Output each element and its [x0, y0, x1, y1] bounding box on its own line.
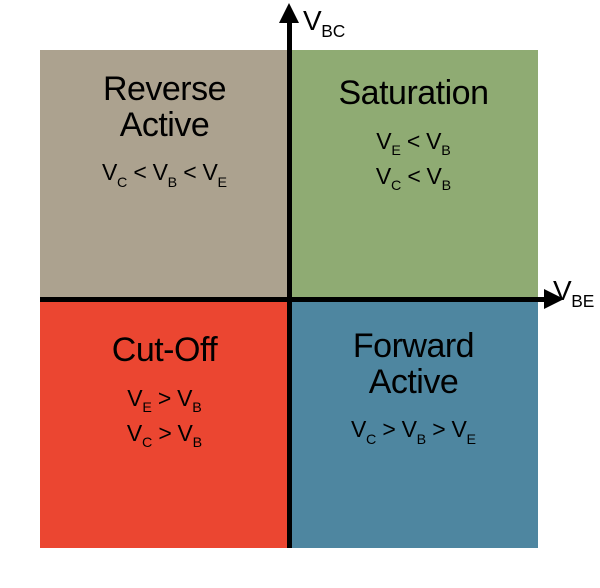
- x-axis-label-sub: BE: [571, 291, 594, 311]
- x-axis-line: [40, 297, 552, 302]
- quadrant-saturation: Saturation VE < VBVC < VB: [289, 50, 538, 299]
- quadrant-reverse-active: ReverseActive VC < VB < VE: [40, 50, 289, 299]
- quadrant-relations: VC < VB < VE: [102, 157, 227, 192]
- quadrant-title: Saturation: [339, 76, 489, 112]
- y-axis-line: [287, 15, 292, 548]
- quadrant-cut-off: Cut-Off VE > VBVC > VB: [40, 299, 289, 548]
- y-axis-label-main: V: [303, 5, 321, 36]
- quadrant-relations: VE < VBVC < VB: [376, 126, 451, 196]
- quadrant-forward-active: ForwardActive VC > VB > VE: [289, 299, 538, 548]
- quadrant-title: Cut-Off: [112, 333, 217, 369]
- quadrant-relations: VC > VB > VE: [351, 414, 476, 449]
- y-axis-label-sub: BC: [321, 21, 345, 41]
- x-axis-label-main: V: [553, 275, 571, 306]
- x-axis-label: VBE: [553, 275, 594, 312]
- quadrant-title: ForwardActive: [353, 329, 474, 400]
- quadrant-title: ReverseActive: [103, 72, 226, 143]
- y-axis-arrowhead-icon: [279, 3, 299, 23]
- quadrant-relations: VE > VBVC > VB: [127, 383, 202, 453]
- y-axis-label: VBC: [303, 5, 345, 42]
